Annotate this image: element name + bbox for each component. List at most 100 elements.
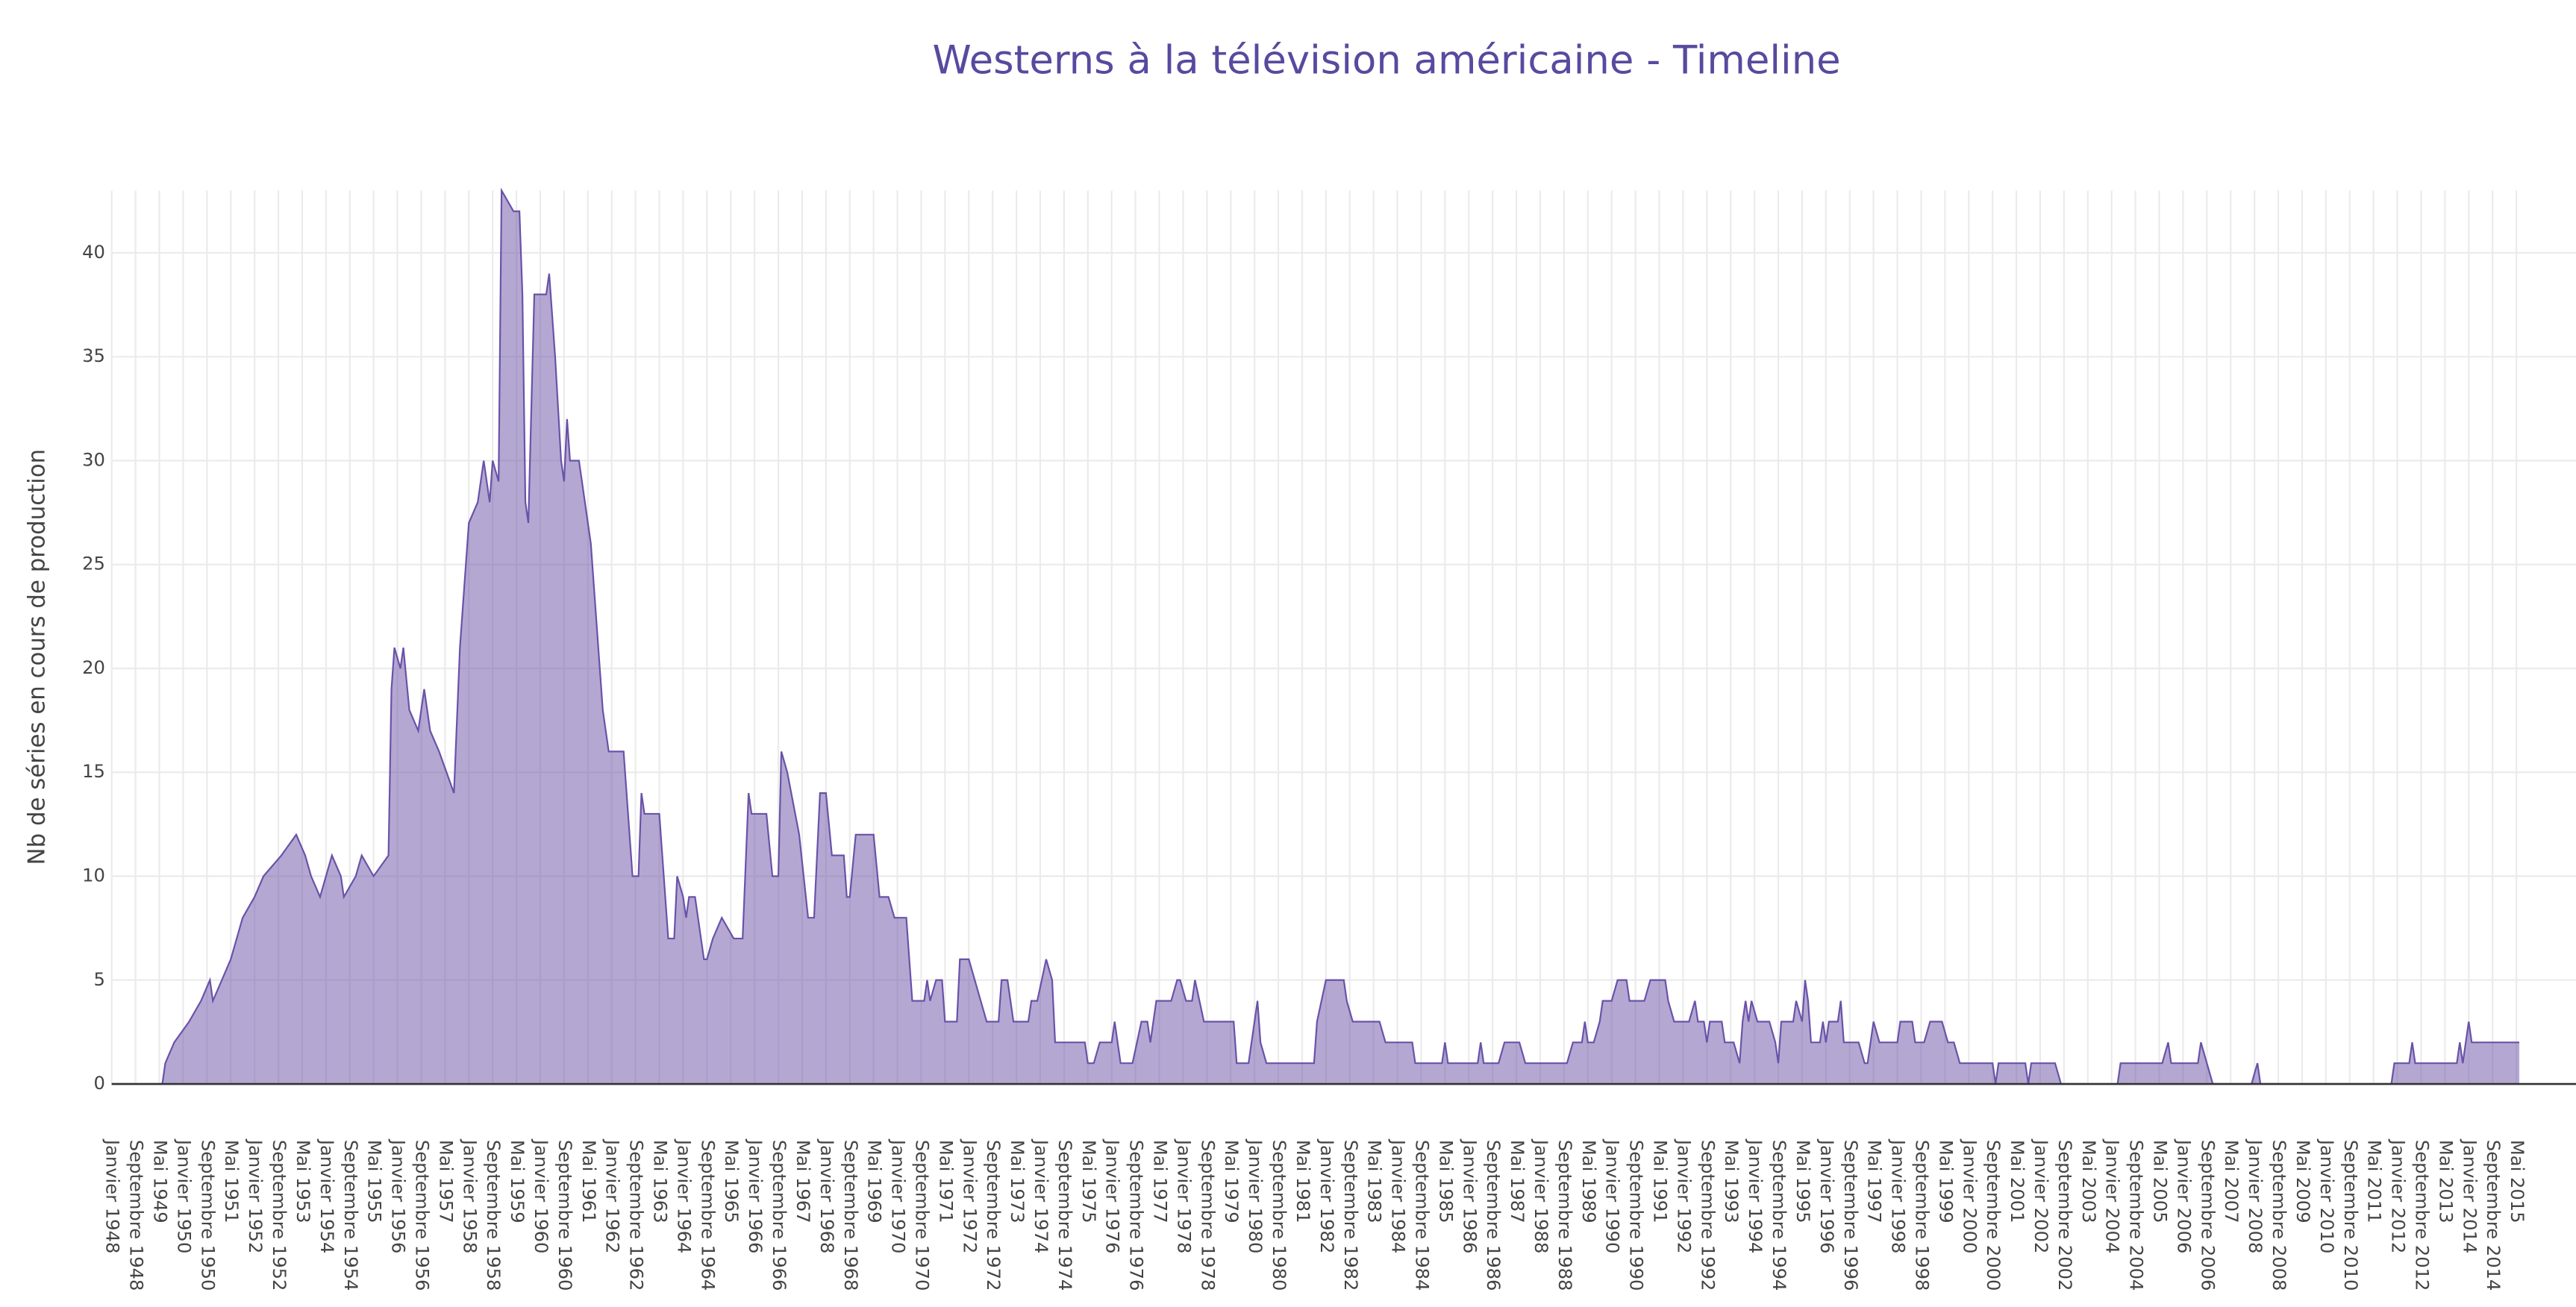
x-tick-label: Mai 1979 xyxy=(1221,1140,1242,1223)
x-tick-label: Mai 2011 xyxy=(2364,1140,2385,1223)
x-tick-label: Septembre 1958 xyxy=(483,1140,504,1291)
x-tick-label: Septembre 1948 xyxy=(126,1140,147,1291)
x-tick-label: Mai 1957 xyxy=(435,1140,456,1223)
x-tick-label: Janvier 1948 xyxy=(102,1138,123,1254)
x-tick-label: Septembre 1974 xyxy=(1054,1140,1075,1291)
x-tick-label: Mai 1977 xyxy=(1150,1140,1171,1223)
x-tick-label: Mai 1999 xyxy=(1935,1140,1956,1223)
x-tick-label: Mai 1995 xyxy=(1792,1140,1813,1223)
y-tick-label: 10 xyxy=(82,865,105,886)
x-tick-label: Janvier 1980 xyxy=(1245,1138,1266,1254)
y-tick-label: 15 xyxy=(82,761,105,782)
x-tick-label: Septembre 1992 xyxy=(1697,1140,1718,1291)
x-tick-label: Mai 1987 xyxy=(1507,1140,1528,1223)
x-tick-label: Janvier 1976 xyxy=(1102,1138,1123,1254)
x-tick-label: Mai 1991 xyxy=(1650,1140,1671,1223)
chart-title: Westerns à la télévision américaine - Ti… xyxy=(932,37,1840,83)
x-tick-label: Mai 1983 xyxy=(1364,1140,1385,1223)
y-tick-label: 5 xyxy=(93,969,104,990)
x-tick-label: Mai 1969 xyxy=(864,1140,885,1223)
x-tick-label: Janvier 1966 xyxy=(745,1138,766,1254)
x-tick-label: Septembre 1954 xyxy=(340,1140,361,1291)
x-tick-label: Mai 1953 xyxy=(293,1140,313,1223)
x-tick-label: Septembre 1994 xyxy=(1769,1140,1789,1291)
x-tick-label: Mai 1973 xyxy=(1007,1140,1028,1223)
area-outline xyxy=(111,187,2520,1085)
x-tick-label: Mai 2001 xyxy=(2007,1140,2028,1223)
x-tick-label: Janvier 2006 xyxy=(2173,1138,2194,1254)
x-tick-label: Mai 1963 xyxy=(650,1140,671,1223)
x-tick-label: Mai 1959 xyxy=(507,1140,528,1223)
x-tick-label: Septembre 1988 xyxy=(1554,1140,1575,1291)
x-tick-label: Janvier 1954 xyxy=(316,1138,337,1254)
x-tick-label: Mai 1993 xyxy=(1721,1140,1742,1223)
x-tick-label: Janvier 1962 xyxy=(602,1138,623,1254)
x-tick-label: Septembre 2002 xyxy=(2054,1140,2075,1291)
y-tick-label: 20 xyxy=(82,657,105,678)
y-tick-label: 40 xyxy=(82,242,105,263)
x-tick-label: Janvier 1974 xyxy=(1031,1138,1051,1254)
x-tick-label: Septembre 1968 xyxy=(840,1140,861,1291)
x-tick-label: Septembre 1976 xyxy=(1126,1140,1147,1291)
x-tick-label: Janvier 1988 xyxy=(1531,1138,1551,1254)
x-tick-label: Septembre 1978 xyxy=(1197,1140,1218,1291)
x-tick-label: Mai 1951 xyxy=(221,1140,242,1223)
x-tick-label: Janvier 1950 xyxy=(173,1138,194,1254)
x-tick-label: Janvier 1984 xyxy=(1388,1138,1409,1254)
x-tick-label: Janvier 1998 xyxy=(1888,1138,1909,1254)
x-tick-label: Septembre 1956 xyxy=(411,1140,432,1291)
x-tick-label: Septembre 1972 xyxy=(983,1140,1004,1291)
x-tick-label: Janvier 1964 xyxy=(673,1138,694,1254)
x-tick-label: Janvier 1958 xyxy=(459,1138,480,1254)
x-tick-label: Janvier 2008 xyxy=(2245,1138,2266,1254)
x-tick-label: Janvier 2004 xyxy=(2102,1138,2123,1254)
x-tick-label: Mai 1967 xyxy=(793,1140,813,1223)
x-tick-label: Janvier 1952 xyxy=(245,1138,266,1254)
y-tick-label: 35 xyxy=(82,345,105,366)
y-axis-title: Nb de séries en cours de production xyxy=(23,449,50,865)
x-tick-label: Janvier 1960 xyxy=(531,1138,551,1254)
x-tick-label: Septembre 2006 xyxy=(2197,1140,2218,1291)
x-tick-label: Mai 1955 xyxy=(364,1140,385,1223)
x-tick-label: Septembre 1980 xyxy=(1269,1140,1289,1291)
x-tick-label: Janvier 2012 xyxy=(2388,1138,2409,1254)
x-tick-label: Septembre 1984 xyxy=(1411,1140,1432,1291)
x-tick-label: Septembre 2000 xyxy=(1983,1140,2004,1291)
x-tick-label: Mai 2009 xyxy=(2292,1140,2313,1223)
x-tick-label: Janvier 2010 xyxy=(2316,1138,2337,1254)
x-tick-label: Janvier 1986 xyxy=(1459,1138,1480,1254)
y-tick-label: 0 xyxy=(93,1073,104,1094)
mark-layer xyxy=(111,187,2576,1085)
x-tick-label: Septembre 1966 xyxy=(769,1140,790,1291)
x-tick-label: Mai 1965 xyxy=(721,1140,742,1223)
x-tick-label: Septembre 2012 xyxy=(2411,1140,2432,1291)
x-tick-label: Janvier 1982 xyxy=(1316,1138,1337,1254)
x-tick-label: Septembre 1960 xyxy=(554,1140,575,1291)
x-tick-label: Septembre 1990 xyxy=(1626,1140,1647,1291)
x-tick-label: Mai 1971 xyxy=(935,1140,956,1223)
x-tick-label: Janvier 1956 xyxy=(388,1138,409,1254)
x-tick-label: Janvier 1978 xyxy=(1173,1138,1194,1254)
x-tick-label: Janvier 1968 xyxy=(816,1138,837,1254)
x-tick-label: Septembre 2014 xyxy=(2483,1140,2504,1291)
x-tick-label: Mai 1961 xyxy=(578,1140,599,1223)
x-tick-label: Septembre 1962 xyxy=(626,1140,647,1291)
area-fill xyxy=(111,190,2520,1085)
x-tick-label: Septembre 1982 xyxy=(1340,1140,1361,1291)
x-tick-label: Mai 1975 xyxy=(1078,1140,1099,1223)
x-tick-label: Mai 2007 xyxy=(2221,1140,2242,1223)
x-tick-label: Janvier 2014 xyxy=(2459,1138,2480,1254)
x-tick-label: Mai 2003 xyxy=(2078,1140,2099,1223)
x-tick-label: Mai 2005 xyxy=(2150,1140,2171,1223)
x-tick-label: Mai 2015 xyxy=(2507,1140,2527,1223)
x-tick-label: Janvier 1994 xyxy=(1745,1138,1766,1254)
x-tick-label: Janvier 2000 xyxy=(1959,1138,1980,1254)
x-tick-label: Mai 1981 xyxy=(1292,1140,1313,1223)
x-tick-label: Septembre 1952 xyxy=(269,1140,290,1291)
x-tick-label: Mai 1989 xyxy=(1578,1140,1599,1223)
x-tick-label: Septembre 1964 xyxy=(697,1140,718,1291)
x-tick-label: Janvier 1992 xyxy=(1673,1138,1694,1254)
